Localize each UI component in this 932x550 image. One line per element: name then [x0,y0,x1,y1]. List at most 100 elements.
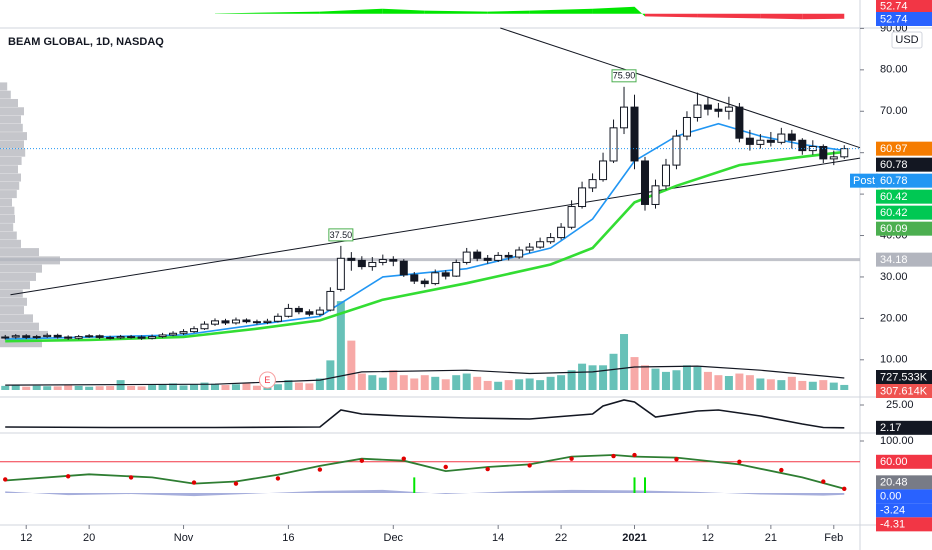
volume-bar [840,384,849,390]
volume-bar [745,375,754,390]
volume-bar [798,380,807,390]
candle-body [777,133,786,143]
profile-bar [0,272,36,281]
volume-bar [756,378,765,390]
candle-body [567,206,576,228]
price-label-bg [876,205,932,220]
candle-body [137,336,146,339]
d-dot [632,452,637,458]
indicator-label: -4.31 [880,519,905,531]
candle-body [745,137,754,145]
profile-bar [0,190,17,199]
volume-bar [11,385,20,390]
volume-bar [483,380,492,390]
volume-bar [294,382,303,390]
d-dot [401,456,406,461]
candle-body [483,257,492,261]
d-dot [191,480,197,485]
profile-bar [0,107,24,116]
top-pane-label: 52.74 [880,13,908,25]
candle-body [242,319,251,323]
trendline [10,157,861,296]
candle-body [682,116,691,137]
profile-bar [0,223,14,232]
indicator-label: 0.00 [880,491,901,503]
volume-bar [693,366,702,390]
price-label-bg [876,141,932,156]
indicator-label: -3.24 [880,505,905,517]
candle-body [169,332,178,336]
volume-bar [829,382,838,390]
top-area [634,6,645,17]
volume-bar [74,385,83,390]
price-label: 60.09 [880,223,908,235]
volume-bar [106,386,115,390]
x-tick-label: Dec [384,532,404,544]
volume-bar [609,353,618,390]
candle-body [22,335,31,338]
candle-body [798,139,807,152]
profile-bar [0,330,48,339]
top-area [645,13,698,18]
candle-body [494,254,503,261]
volume-bar [441,379,450,390]
candle-body [609,127,618,162]
candle-body [557,226,566,239]
y-tick-label: 25.00 [886,399,914,411]
profile-bar [0,297,27,306]
annotation-label: 37.50 [330,230,353,240]
profile-bar [0,181,20,190]
volume-bar [64,385,73,390]
volume-bar [682,365,691,390]
volume-bar [336,301,345,390]
candle-body [148,336,157,339]
currency-box[interactable] [891,31,923,49]
candle-body [641,160,649,205]
volume-bar [368,375,377,390]
price-label: 60.78 [880,175,908,187]
candle-body [315,309,324,315]
volume-bar [284,380,293,390]
moving-average [5,150,845,343]
top-area [382,8,425,14]
candle-body [263,320,272,324]
price-label: 60.97 [880,143,908,155]
candle-body [829,156,838,160]
candle-body [735,106,744,139]
candle-body [74,336,83,339]
top-area [697,13,761,19]
annotation-label: 75.90 [613,71,636,81]
candle-body [578,187,587,208]
price-label: 60.42 [880,191,908,203]
volume-bar [787,376,796,390]
volume-bar [452,375,461,390]
volume-bar [651,368,660,390]
indicator-line [5,399,845,429]
candle-body [840,148,849,158]
x-tick-label: Feb [824,532,843,544]
currency[interactable]: USD [895,34,918,46]
candle-body [53,334,62,338]
candle-body [599,160,608,181]
candle-body [399,260,408,276]
d-dot [65,474,71,479]
x-tick-label: 21 [765,532,777,544]
hline-label: 34.18 [880,254,908,266]
indicator-label-bg [876,420,932,435]
volume-bar [399,375,408,390]
volume-bar [588,365,597,390]
profile-bar [0,231,17,240]
volume-bar [808,381,817,390]
indicator-label: 2.17 [880,422,901,434]
volume-bar [389,370,398,390]
volume-bar [546,376,555,390]
candle-body [221,320,230,324]
profile-bar [0,322,39,331]
volume-bar [766,379,775,390]
y-tick-label: 100.00 [880,435,914,447]
profile-bar [0,264,42,273]
indicator-label-bg [876,489,932,504]
candle-body [284,307,293,317]
top-pane-label-bg [876,12,932,26]
volume-bar [378,377,387,390]
